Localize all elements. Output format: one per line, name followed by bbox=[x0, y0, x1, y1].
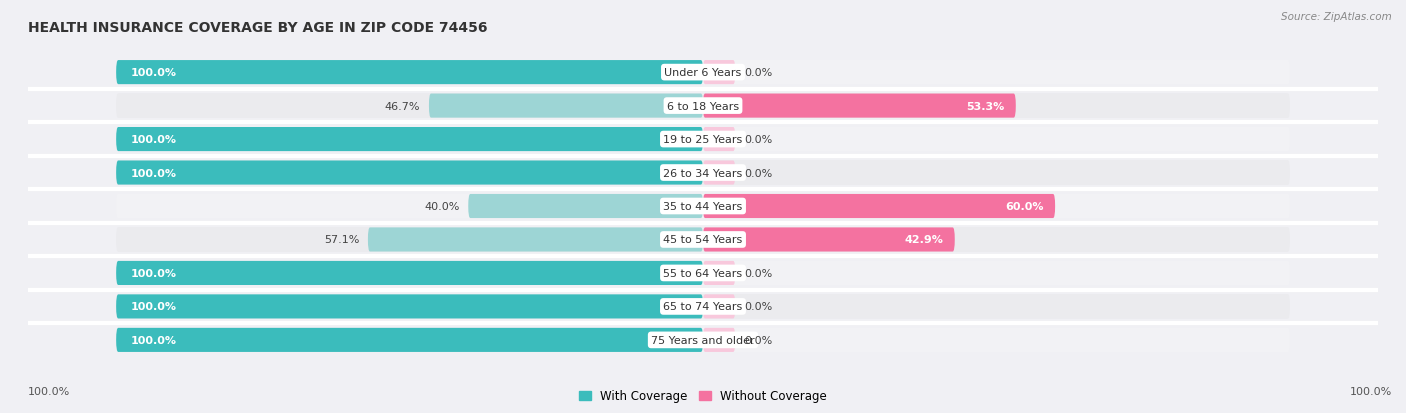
FancyBboxPatch shape bbox=[117, 94, 1289, 119]
Legend: With Coverage, Without Coverage: With Coverage, Without Coverage bbox=[574, 385, 832, 407]
FancyBboxPatch shape bbox=[703, 94, 1015, 119]
Text: 60.0%: 60.0% bbox=[1005, 202, 1043, 211]
Text: Source: ZipAtlas.com: Source: ZipAtlas.com bbox=[1281, 12, 1392, 22]
Text: 57.1%: 57.1% bbox=[323, 235, 359, 245]
FancyBboxPatch shape bbox=[117, 127, 1289, 152]
Text: 75 Years and older: 75 Years and older bbox=[651, 335, 755, 345]
Text: 100.0%: 100.0% bbox=[131, 301, 177, 312]
FancyBboxPatch shape bbox=[117, 328, 703, 352]
Text: 100.0%: 100.0% bbox=[1350, 387, 1392, 396]
Text: 0.0%: 0.0% bbox=[744, 68, 772, 78]
FancyBboxPatch shape bbox=[117, 294, 1289, 319]
Text: 100.0%: 100.0% bbox=[131, 135, 177, 145]
Text: 45 to 54 Years: 45 to 54 Years bbox=[664, 235, 742, 245]
FancyBboxPatch shape bbox=[117, 328, 1289, 352]
Text: 0.0%: 0.0% bbox=[744, 301, 772, 312]
FancyBboxPatch shape bbox=[468, 195, 703, 218]
FancyBboxPatch shape bbox=[117, 61, 703, 85]
Text: 6 to 18 Years: 6 to 18 Years bbox=[666, 101, 740, 112]
Text: 40.0%: 40.0% bbox=[425, 202, 460, 211]
Text: 100.0%: 100.0% bbox=[131, 268, 177, 278]
FancyBboxPatch shape bbox=[703, 328, 735, 352]
Text: 46.7%: 46.7% bbox=[385, 101, 420, 112]
Text: 19 to 25 Years: 19 to 25 Years bbox=[664, 135, 742, 145]
Text: 35 to 44 Years: 35 to 44 Years bbox=[664, 202, 742, 211]
FancyBboxPatch shape bbox=[368, 228, 703, 252]
Text: HEALTH INSURANCE COVERAGE BY AGE IN ZIP CODE 74456: HEALTH INSURANCE COVERAGE BY AGE IN ZIP … bbox=[28, 21, 488, 35]
Text: 0.0%: 0.0% bbox=[744, 135, 772, 145]
FancyBboxPatch shape bbox=[117, 128, 703, 152]
Text: 0.0%: 0.0% bbox=[744, 335, 772, 345]
FancyBboxPatch shape bbox=[117, 194, 1289, 219]
FancyBboxPatch shape bbox=[703, 294, 735, 319]
FancyBboxPatch shape bbox=[703, 161, 735, 185]
Text: 100.0%: 100.0% bbox=[131, 68, 177, 78]
FancyBboxPatch shape bbox=[703, 61, 735, 85]
Text: 100.0%: 100.0% bbox=[131, 168, 177, 178]
FancyBboxPatch shape bbox=[117, 161, 703, 185]
Text: 55 to 64 Years: 55 to 64 Years bbox=[664, 268, 742, 278]
Text: 0.0%: 0.0% bbox=[744, 268, 772, 278]
FancyBboxPatch shape bbox=[703, 261, 735, 285]
Text: 42.9%: 42.9% bbox=[904, 235, 943, 245]
Text: Under 6 Years: Under 6 Years bbox=[665, 68, 741, 78]
Text: 53.3%: 53.3% bbox=[966, 101, 1004, 112]
FancyBboxPatch shape bbox=[117, 261, 1289, 286]
Text: 100.0%: 100.0% bbox=[28, 387, 70, 396]
FancyBboxPatch shape bbox=[703, 195, 1054, 218]
FancyBboxPatch shape bbox=[117, 161, 1289, 185]
FancyBboxPatch shape bbox=[117, 228, 1289, 252]
FancyBboxPatch shape bbox=[703, 228, 955, 252]
Text: 0.0%: 0.0% bbox=[744, 168, 772, 178]
FancyBboxPatch shape bbox=[117, 294, 703, 319]
Text: 100.0%: 100.0% bbox=[131, 335, 177, 345]
Text: 65 to 74 Years: 65 to 74 Years bbox=[664, 301, 742, 312]
FancyBboxPatch shape bbox=[117, 261, 703, 285]
FancyBboxPatch shape bbox=[117, 61, 1289, 85]
Text: 26 to 34 Years: 26 to 34 Years bbox=[664, 168, 742, 178]
FancyBboxPatch shape bbox=[429, 94, 703, 119]
FancyBboxPatch shape bbox=[703, 128, 735, 152]
